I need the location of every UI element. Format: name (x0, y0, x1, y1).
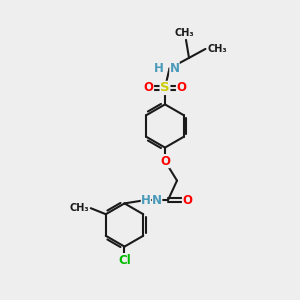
Text: H: H (141, 194, 151, 207)
Text: CH₃: CH₃ (207, 44, 226, 54)
Text: N: N (152, 194, 162, 207)
Text: O: O (160, 154, 170, 168)
Text: N: N (169, 62, 179, 75)
Text: O: O (176, 81, 187, 94)
Text: CH₃: CH₃ (70, 203, 89, 213)
Text: O: O (182, 194, 193, 207)
Text: H: H (154, 62, 164, 75)
Text: O: O (143, 81, 154, 94)
Text: S: S (160, 81, 170, 94)
Text: Cl: Cl (118, 254, 131, 267)
Text: CH₃: CH₃ (175, 28, 194, 38)
